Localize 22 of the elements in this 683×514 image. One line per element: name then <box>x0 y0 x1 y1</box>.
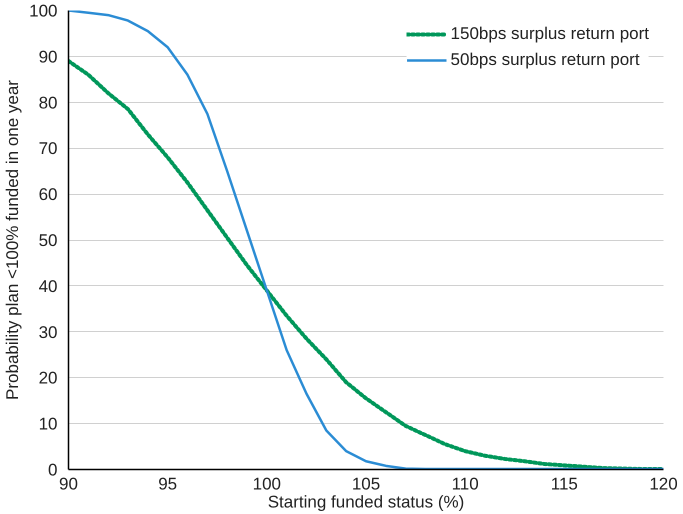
x-axis-title: Starting funded status (%) <box>268 492 464 512</box>
y-tick-label: 70 <box>38 139 58 158</box>
x-tick-label: 120 <box>649 474 678 494</box>
y-tick-label: 80 <box>38 93 58 112</box>
x-tick-label: 90 <box>59 474 78 494</box>
legend-label: 150bps surplus return port <box>450 24 649 44</box>
y-tick-label: 50 <box>38 231 58 250</box>
y-tick-label: 20 <box>38 368 58 388</box>
y-tick-label: 0 <box>48 460 58 480</box>
y-tick-label: 40 <box>38 276 58 296</box>
x-tick-label: 100 <box>252 474 282 494</box>
y-tick-label: 100 <box>29 2 58 20</box>
y-tick-label: 10 <box>38 414 58 434</box>
y-axis-title: Probability plan <100% funded in one year <box>3 80 22 400</box>
legend-label: 50bps surplus return port <box>450 50 640 70</box>
y-tick-label: 60 <box>38 185 58 204</box>
x-tick-label: 115 <box>550 474 578 494</box>
x-tick-label: 105 <box>352 474 380 494</box>
x-tick-label: 95 <box>158 474 178 494</box>
y-tick-label: 90 <box>38 47 58 66</box>
y-tick-label: 30 <box>38 322 58 342</box>
x-tick-label: 110 <box>452 474 479 494</box>
